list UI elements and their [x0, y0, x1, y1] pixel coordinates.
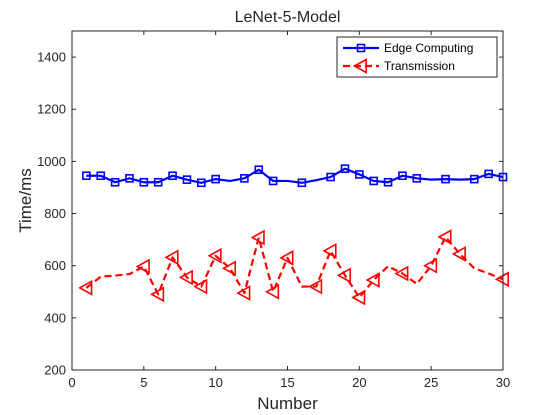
legend-marker	[356, 43, 366, 53]
data-point-marker	[264, 283, 280, 300]
y-tick-label: 600	[44, 258, 66, 273]
data-point-marker	[365, 272, 380, 288]
y-tick-label: 800	[44, 206, 66, 221]
data-point-marker	[437, 229, 452, 245]
data-point-marker	[221, 260, 237, 277]
data-point-marker	[178, 269, 193, 286]
x-tick-label: 25	[424, 375, 438, 390]
data-point-marker	[336, 267, 351, 284]
data-point-marker	[326, 172, 335, 182]
series-line	[86, 167, 504, 184]
data-point-marker	[182, 175, 192, 184]
data-point-marker	[441, 174, 450, 184]
data-point-marker	[268, 176, 278, 186]
y-tick-label: 1000	[37, 154, 66, 169]
data-point-marker	[308, 278, 323, 295]
y-tick-label: 1200	[37, 102, 66, 117]
data-point-marker	[139, 177, 149, 187]
data-point-marker	[369, 176, 379, 186]
x-tick-label: 0	[68, 375, 75, 390]
y-tick-label: 400	[44, 310, 66, 325]
data-point-marker	[197, 178, 206, 188]
data-point-marker	[193, 278, 208, 295]
data-point-marker	[355, 170, 364, 179]
legend-label: Transmission	[384, 59, 455, 73]
x-axis-label: Number	[257, 394, 318, 413]
data-point-marker	[250, 229, 265, 246]
data-point-marker	[82, 171, 91, 181]
data-point-marker	[494, 271, 510, 288]
data-point-marker	[207, 247, 222, 264]
data-point-marker	[150, 286, 165, 303]
data-point-marker	[78, 279, 93, 296]
x-tick-label: 10	[208, 375, 222, 390]
y-tick-label: 1400	[37, 50, 66, 65]
data-point-marker	[240, 174, 249, 183]
data-point-marker	[340, 164, 350, 173]
axes-layer: 0 5 10 15 20 25 30 200 400 600 800 1000 1200 1400	[37, 31, 510, 390]
data-point-marker	[394, 265, 409, 282]
data-point-marker	[279, 250, 294, 266]
data-point-marker	[469, 174, 479, 184]
y-axis-label: Time/ms	[16, 168, 35, 233]
chart-title: LeNet-5-Model	[235, 9, 341, 26]
data-point-marker	[383, 177, 393, 187]
data-point-marker	[412, 174, 422, 183]
data-point-marker	[254, 165, 264, 175]
y-tick-label: 200	[44, 363, 66, 378]
x-tick-label: 30	[496, 375, 510, 390]
x-tick-label: 5	[140, 375, 147, 390]
x-tick-label: 20	[352, 375, 366, 390]
data-point-marker	[322, 242, 337, 259]
data-point-marker	[168, 171, 177, 181]
data-point-marker	[423, 257, 438, 274]
plot-area	[72, 31, 503, 370]
x-tick-label: 15	[280, 375, 294, 390]
data-point-marker	[297, 178, 307, 188]
data-point-marker	[153, 177, 163, 187]
legend-marker	[352, 58, 368, 74]
data-point-marker	[236, 285, 251, 301]
legend: Edge Computing Transmission	[336, 36, 498, 78]
series-edge-computing	[82, 164, 508, 188]
data-point-marker	[110, 177, 120, 187]
data-point-marker	[135, 258, 150, 275]
data-point-marker	[398, 171, 407, 181]
series-layer	[78, 164, 510, 306]
data-point-marker	[484, 169, 493, 179]
legend-label: Edge Computing	[384, 41, 473, 55]
data-point-marker	[125, 174, 134, 183]
series-transmission	[78, 229, 510, 306]
data-point-marker	[164, 249, 179, 266]
data-point-marker	[451, 246, 466, 262]
data-point-marker	[351, 289, 366, 306]
data-point-marker	[96, 171, 106, 181]
data-point-marker	[211, 174, 220, 184]
